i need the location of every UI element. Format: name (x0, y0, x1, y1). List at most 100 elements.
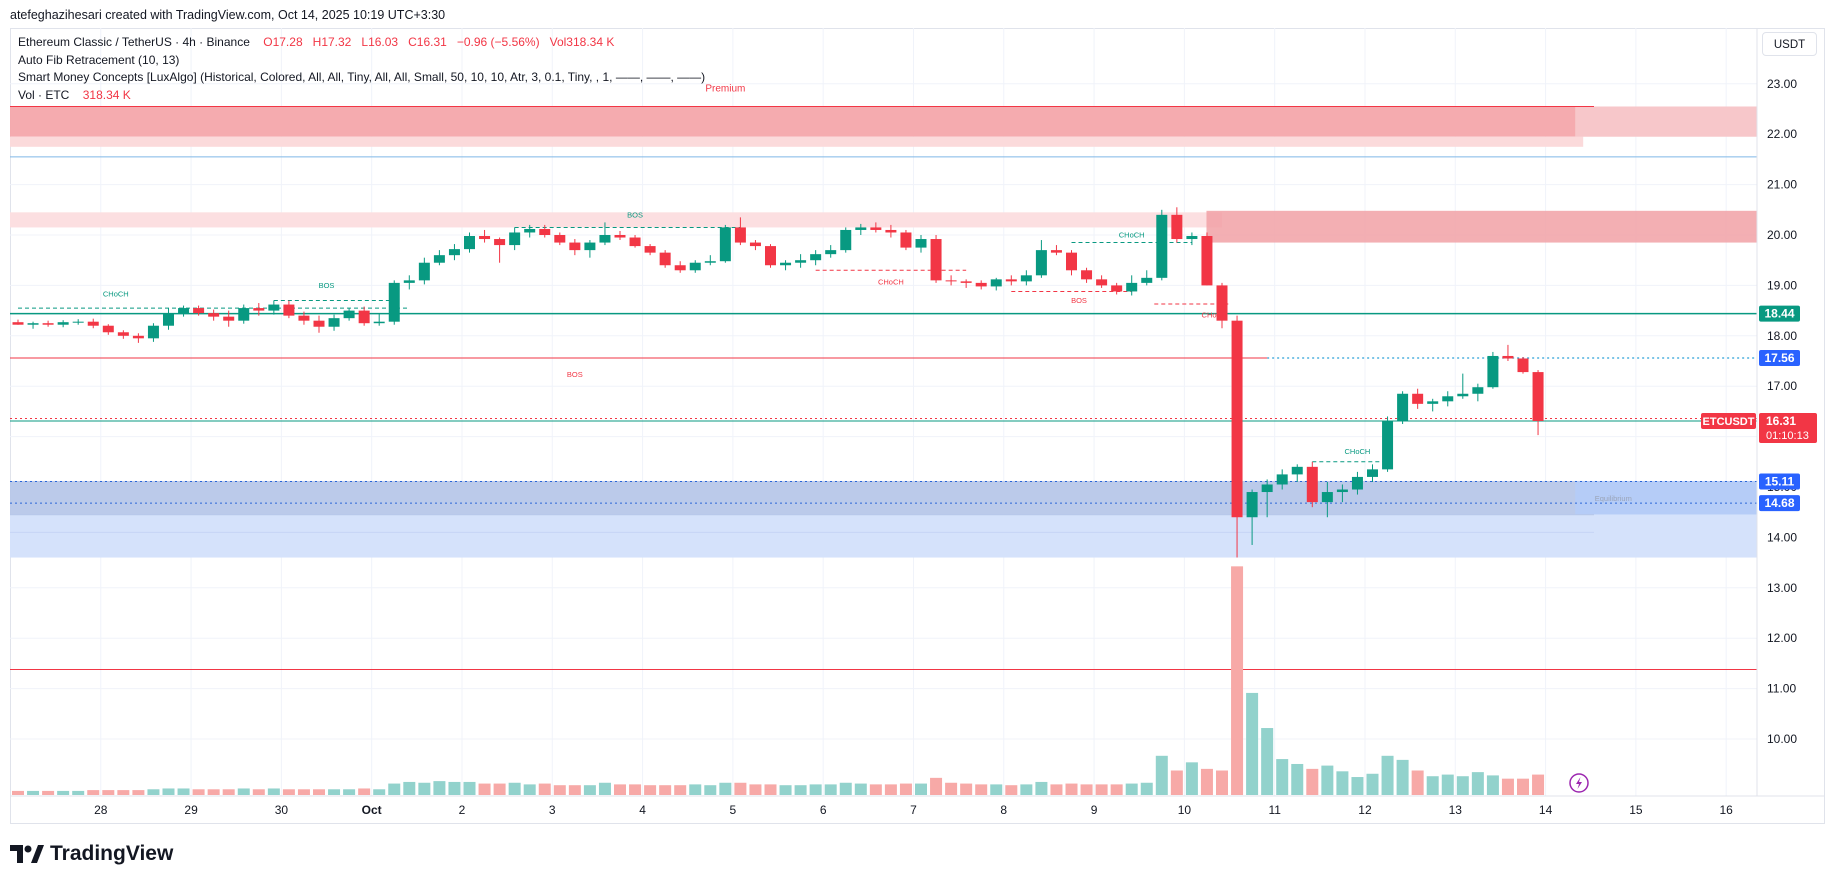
candle-body[interactable] (524, 228, 536, 233)
candle-body[interactable] (1156, 214, 1168, 278)
candle-body[interactable] (163, 313, 174, 326)
candle-body[interactable] (1261, 484, 1273, 493)
candle-body[interactable] (72, 321, 84, 323)
currency-button[interactable]: USDT (1762, 32, 1817, 56)
candle-body[interactable] (975, 282, 987, 287)
candle-body[interactable] (208, 313, 220, 317)
candle-body[interactable] (193, 308, 205, 314)
candle-body[interactable] (990, 279, 1002, 287)
candle-body[interactable] (1336, 489, 1348, 493)
candle-body[interactable] (704, 261, 716, 263)
candle-body[interactable] (1246, 492, 1258, 518)
candle-body[interactable] (840, 229, 852, 251)
candle-body[interactable] (614, 235, 626, 238)
candle-body[interactable] (930, 239, 942, 281)
legend-indicator-fib[interactable]: Auto Fib Retracement (10, 13) (18, 52, 180, 67)
candle-body[interactable] (719, 227, 731, 262)
candle-body[interactable] (644, 246, 656, 253)
candle-body[interactable] (1141, 277, 1153, 283)
candle-body[interactable] (1020, 275, 1032, 282)
candle-body[interactable] (102, 325, 114, 333)
candle-body[interactable] (1306, 466, 1318, 503)
candle-body[interactable] (825, 250, 837, 255)
candle-body[interactable] (1517, 358, 1529, 373)
candle-body[interactable] (1276, 474, 1288, 485)
candle-body[interactable] (388, 282, 400, 322)
legend-indicator-smc[interactable]: Smart Money Concepts [LuxAlgo] (Historic… (18, 70, 706, 84)
candle-body[interactable] (749, 242, 761, 247)
candle-body[interactable] (358, 310, 370, 324)
candle-body[interactable] (765, 246, 776, 266)
candle-body[interactable] (1351, 476, 1363, 490)
candle-body[interactable] (1472, 387, 1484, 394)
candle-body[interactable] (1126, 282, 1138, 292)
candle-body[interactable] (870, 227, 882, 230)
candle-body[interactable] (1096, 279, 1108, 286)
candle-body[interactable] (1216, 285, 1228, 321)
candle-body[interactable] (855, 227, 867, 230)
candle-body[interactable] (433, 255, 445, 263)
candle-body[interactable] (448, 249, 460, 256)
candle-body[interactable] (42, 323, 54, 325)
candle-body[interactable] (599, 235, 611, 243)
candle-body[interactable] (238, 308, 250, 321)
candle-body[interactable] (554, 235, 566, 243)
candle-body[interactable] (1291, 466, 1303, 475)
candle-body[interactable] (900, 232, 912, 248)
candle-body[interactable] (373, 321, 385, 324)
candle-body[interactable] (1427, 401, 1439, 404)
candle-body[interactable] (1111, 285, 1123, 292)
candle-body[interactable] (418, 262, 430, 281)
candle-body[interactable] (1487, 355, 1499, 388)
candle-body[interactable] (1532, 372, 1544, 421)
candle-body[interactable] (403, 280, 415, 283)
candle-body[interactable] (539, 228, 551, 235)
legend-symbol[interactable]: Ethereum Classic / TetherUS · 4h · Binan… (18, 35, 250, 49)
candle-body[interactable] (584, 242, 596, 251)
legend-volume-row[interactable]: Vol · ETC 318.34 K (18, 87, 705, 105)
candle-body[interactable] (283, 304, 295, 316)
candle-body[interactable] (1367, 469, 1378, 477)
candle-body[interactable] (1066, 252, 1077, 271)
candle-body[interactable] (1081, 270, 1093, 280)
candle-body[interactable] (1382, 421, 1394, 470)
candle-body[interactable] (268, 304, 280, 311)
candle-body[interactable] (12, 322, 24, 325)
candle-body[interactable] (1442, 396, 1454, 402)
candle-body[interactable] (915, 239, 927, 248)
candle-body[interactable] (569, 242, 581, 251)
candle-body[interactable] (795, 260, 807, 263)
candle-body[interactable] (1171, 214, 1183, 240)
candle-body[interactable] (1457, 393, 1469, 397)
candle-body[interactable] (509, 232, 521, 246)
candle-body[interactable] (1231, 320, 1243, 518)
candle-body[interactable] (734, 227, 746, 243)
candle-body[interactable] (659, 252, 671, 266)
candle-body[interactable] (253, 308, 265, 311)
candle-body[interactable] (1321, 492, 1333, 503)
candle-body[interactable] (1502, 355, 1514, 359)
candle-body[interactable] (343, 310, 355, 319)
candle-body[interactable] (223, 316, 235, 321)
candle-body[interactable] (57, 322, 69, 325)
candle-body[interactable] (674, 265, 686, 271)
candle-body[interactable] (1035, 250, 1047, 276)
candle-body[interactable] (298, 315, 310, 321)
candle-body[interactable] (689, 262, 701, 271)
candle-body[interactable] (810, 254, 822, 261)
candle-body[interactable] (1412, 393, 1424, 404)
candle-body[interactable] (1201, 236, 1213, 286)
candle-body[interactable] (960, 281, 972, 283)
candle-body[interactable] (328, 318, 340, 327)
candle-body[interactable] (1397, 393, 1409, 422)
candle-body[interactable] (479, 236, 491, 240)
candle-body[interactable] (629, 237, 641, 247)
candle-body[interactable] (27, 323, 39, 325)
candle-body[interactable] (885, 229, 897, 233)
candle-body[interactable] (178, 308, 190, 314)
candle-body[interactable] (1050, 250, 1062, 253)
candle-body[interactable] (313, 320, 325, 327)
candle-body[interactable] (132, 335, 144, 339)
candle-body[interactable] (464, 236, 475, 250)
candle-body[interactable] (1005, 279, 1017, 282)
